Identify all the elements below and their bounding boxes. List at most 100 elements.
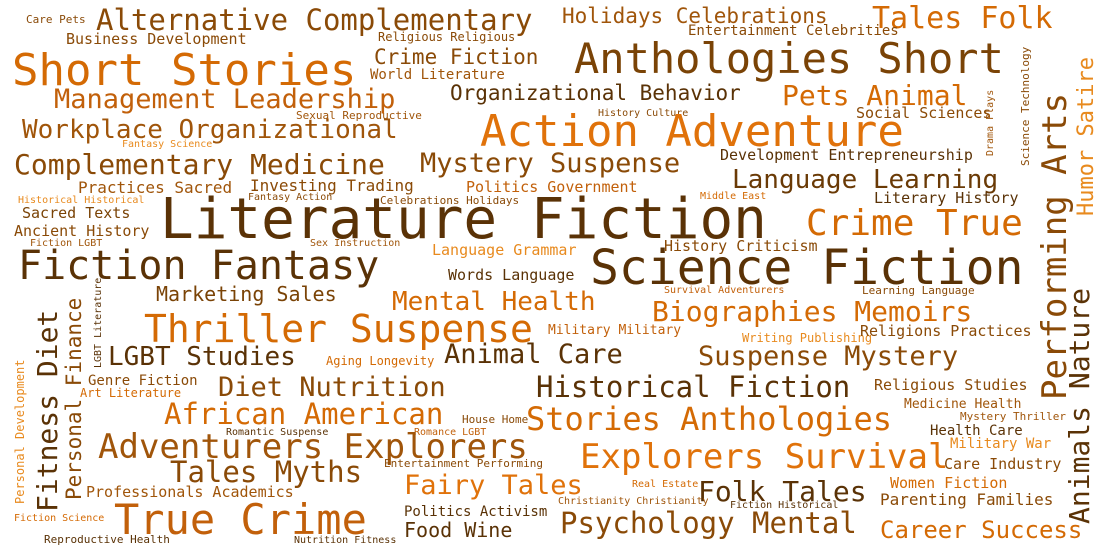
word: Tales Folk xyxy=(872,1,1053,36)
word: Historical Fiction xyxy=(536,370,851,404)
word: Explorers Survival xyxy=(580,437,949,477)
word: Science Fiction xyxy=(590,240,1024,296)
word-vertical: Drama Plays xyxy=(985,89,996,156)
word: Food Wine xyxy=(404,518,513,542)
word: Language Grammar xyxy=(432,241,577,259)
word: Business Development xyxy=(66,30,247,48)
word: Psychology Mental xyxy=(560,506,857,540)
word: True Crime xyxy=(114,495,367,544)
word: Fantasy Science xyxy=(122,139,213,150)
word: Workplace Organizational xyxy=(22,115,398,145)
word: Development Entrepreneurship xyxy=(720,146,973,164)
word: Complementary Medicine xyxy=(14,148,385,181)
word: Mental Health xyxy=(392,287,596,317)
word: Fairy Tales xyxy=(404,470,583,501)
word-vertical: Personal Development xyxy=(13,359,27,505)
word: Adventurers Explorers xyxy=(98,427,528,467)
word: Organizational Behavior xyxy=(450,81,741,105)
word: Reproductive Health xyxy=(44,533,170,546)
word: African American xyxy=(164,397,444,431)
word: Holidays Celebrations xyxy=(562,4,828,28)
word: Anthologies Short xyxy=(574,34,1004,83)
word: Politics Activism xyxy=(404,504,548,520)
word: Literature Fiction xyxy=(160,187,767,252)
word: Nutrition Fitness xyxy=(294,535,397,546)
word: Religious Religious xyxy=(378,30,516,44)
word: Stories Anthologies xyxy=(526,400,893,438)
word: History Criticism xyxy=(664,237,818,255)
word: Crime True xyxy=(806,203,1023,244)
word: Mystery Suspense xyxy=(420,148,681,179)
word: Tales Myths xyxy=(170,455,363,489)
word: Medicine Health xyxy=(904,397,1022,412)
word: Religions Practices xyxy=(860,322,1032,340)
word: Sacred Texts xyxy=(22,204,131,222)
word: Historical Historical xyxy=(18,195,145,206)
word: World Literature xyxy=(370,67,505,83)
word: Investing Trading xyxy=(250,176,414,195)
word-vertical: LGBT Literature xyxy=(93,277,104,368)
word: Marketing Sales xyxy=(156,282,337,306)
word: Alternative Complementary xyxy=(96,3,533,37)
word: Genre Fiction xyxy=(88,373,198,389)
word: Entertainment Celebrities xyxy=(688,23,899,39)
word: Writing Publishing xyxy=(742,331,873,345)
word: Parenting Families xyxy=(880,490,1054,509)
word: Career Success xyxy=(880,516,1083,544)
word: Crime Fiction xyxy=(374,45,539,69)
word: Middle East xyxy=(700,191,767,202)
word: Women Fiction xyxy=(890,474,1008,492)
word: Pets Animal xyxy=(782,79,968,112)
word: Christianity Christianity xyxy=(558,496,709,507)
word: Language Learning xyxy=(732,165,999,195)
word: LGBT Studies xyxy=(108,342,296,372)
word: Folk Tales xyxy=(698,475,867,508)
word: House Home xyxy=(462,413,529,426)
word: Management Leadership xyxy=(54,84,396,115)
word: Ancient History xyxy=(14,222,150,240)
word: Sexual Reproductive xyxy=(296,109,422,122)
word: Fiction LGBT xyxy=(30,238,103,249)
word-vertical: Fitness Diet xyxy=(31,309,64,512)
word: History Culture xyxy=(598,108,689,119)
word: Mystery Thriller xyxy=(960,410,1066,423)
word: Animal Care xyxy=(444,339,623,370)
word: Religious Studies xyxy=(874,376,1028,394)
word: Romantic Suspense xyxy=(226,427,329,438)
word: Practices Sacred xyxy=(78,178,233,197)
word-vertical: Personal Finance xyxy=(62,297,86,500)
word: Care Industry xyxy=(944,455,1062,473)
word: Short Stories xyxy=(12,45,357,96)
word: Diet Nutrition xyxy=(218,372,446,403)
word: Politics Government xyxy=(466,178,638,196)
word: Real Estate xyxy=(632,479,699,490)
word: Sex Instruction xyxy=(310,238,401,249)
word: Celebrations Holidays xyxy=(380,194,520,207)
word: Fantasy Action xyxy=(248,192,333,203)
word: Words Language xyxy=(448,266,575,284)
word: Aging Longevity xyxy=(326,354,435,368)
word: Romance LGBT xyxy=(414,427,487,438)
word: Military War xyxy=(950,436,1052,452)
word-vertical: Humor Satire xyxy=(1074,57,1099,216)
word: Art Literature xyxy=(80,386,182,400)
word-vertical: Animals Nature xyxy=(1063,287,1096,524)
word: Literary History xyxy=(874,189,1019,207)
word: Social Sciences xyxy=(856,104,992,122)
word: Action Adventure xyxy=(480,106,904,157)
word: Entertainment Performing xyxy=(384,457,543,470)
word: Survival Adventurers xyxy=(664,285,785,296)
word: Fiction Science xyxy=(14,513,105,524)
word: Care Pets xyxy=(26,13,86,26)
word: Military Military xyxy=(548,323,682,338)
word: Biographies Memoirs xyxy=(652,295,973,328)
word: Fiction Historical xyxy=(730,500,839,511)
word: Thriller Suspense xyxy=(144,307,533,351)
word: Learning Language xyxy=(862,284,975,297)
word: Fiction Fantasy xyxy=(18,243,380,289)
word: Professionals Academics xyxy=(86,483,294,501)
word: Suspense Mystery xyxy=(698,341,959,372)
word: Health Care xyxy=(930,423,1023,439)
word-vertical: Science Technology xyxy=(1019,46,1032,166)
